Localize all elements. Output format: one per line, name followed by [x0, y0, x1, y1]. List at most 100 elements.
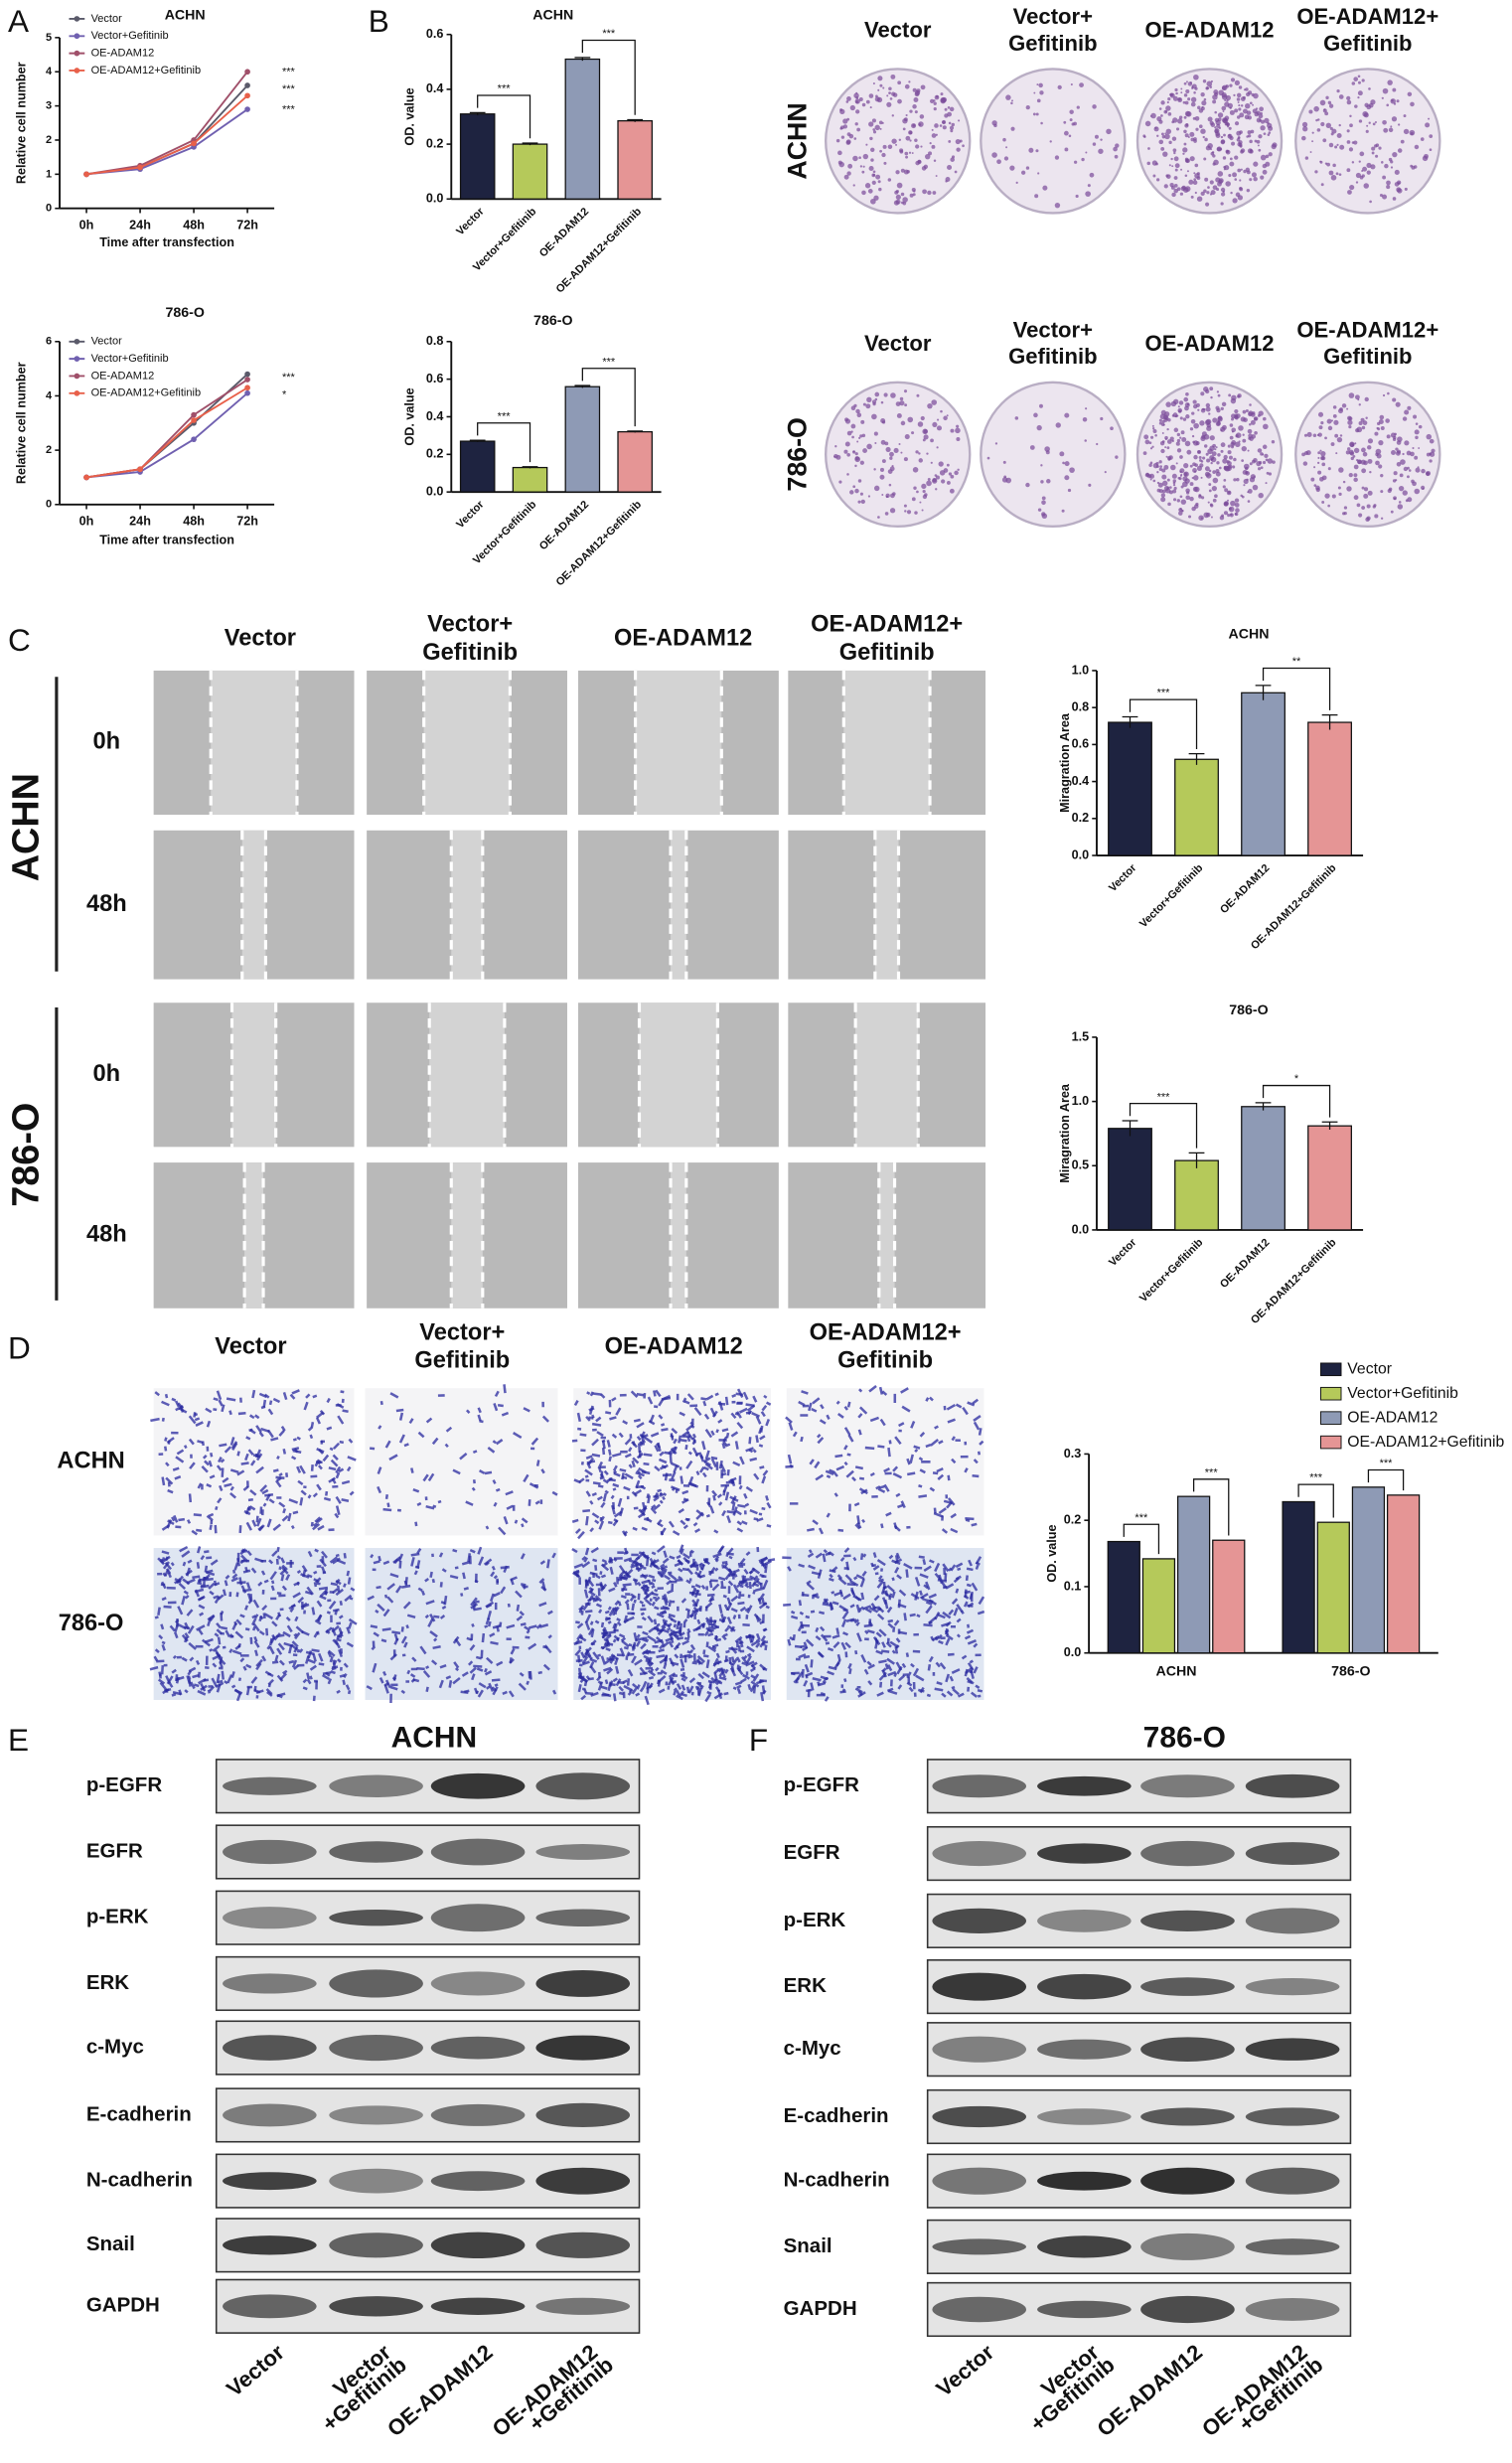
colony	[1168, 164, 1171, 167]
column-header: Gefitinib	[414, 1348, 510, 1374]
cell	[433, 1615, 440, 1618]
cell	[925, 1397, 930, 1402]
colony	[943, 415, 948, 421]
cell	[855, 1574, 865, 1581]
cell	[727, 1580, 734, 1587]
cell	[613, 1582, 618, 1588]
colony	[1166, 174, 1171, 179]
colony	[1393, 435, 1397, 440]
transwell-image	[785, 1384, 984, 1536]
bar	[1108, 721, 1152, 856]
cell	[886, 1606, 893, 1614]
cell	[417, 1587, 423, 1593]
colony	[1208, 489, 1212, 493]
cell	[414, 1521, 418, 1527]
colony	[1224, 101, 1230, 107]
cell	[205, 1577, 214, 1582]
legend-label: OE-ADAM12	[1347, 1409, 1437, 1426]
cell	[716, 1493, 722, 1499]
error-bar	[574, 57, 591, 62]
cell	[617, 1601, 622, 1607]
cell	[672, 1530, 680, 1536]
cell	[178, 1689, 183, 1696]
colony	[935, 175, 938, 178]
y-tick-label: 0.1	[1064, 1579, 1082, 1593]
colony	[1336, 133, 1342, 138]
cell	[439, 1582, 443, 1588]
cell	[602, 1626, 607, 1632]
cell	[534, 1500, 540, 1505]
colony	[896, 182, 903, 189]
colony	[1221, 424, 1227, 430]
cell	[230, 1684, 236, 1689]
colony	[1155, 461, 1159, 466]
colony	[1349, 451, 1355, 456]
colony	[946, 481, 951, 485]
colony	[937, 418, 940, 421]
colony	[945, 177, 951, 182]
colony	[1244, 466, 1249, 471]
colony	[1321, 501, 1325, 504]
colony	[1160, 497, 1166, 503]
colony	[1392, 151, 1398, 158]
cell	[714, 1558, 719, 1563]
wound-image	[578, 830, 779, 980]
cell	[276, 1647, 283, 1655]
colony	[1396, 440, 1402, 445]
cell	[592, 1651, 600, 1660]
cell	[477, 1689, 484, 1698]
cell	[600, 1574, 607, 1579]
cell	[648, 1682, 654, 1689]
colony	[1189, 156, 1195, 162]
colony	[1351, 81, 1356, 85]
cell	[785, 1416, 793, 1424]
cell	[370, 1624, 378, 1629]
cell	[332, 1557, 341, 1565]
colony	[1239, 112, 1245, 118]
cell	[894, 1436, 902, 1446]
colony	[1229, 135, 1234, 141]
cell	[485, 1525, 490, 1530]
colony	[1036, 83, 1039, 86]
colony	[927, 402, 933, 409]
colony	[854, 122, 858, 126]
cell	[879, 1681, 883, 1688]
colony	[921, 483, 927, 490]
cell	[240, 1462, 249, 1465]
cell	[237, 1412, 246, 1416]
colony	[920, 415, 925, 421]
cell	[255, 1517, 262, 1527]
cell	[765, 1495, 770, 1501]
band	[430, 2297, 526, 2315]
cell	[373, 1631, 379, 1637]
colony	[1381, 161, 1384, 164]
cell	[751, 1412, 761, 1418]
cell	[287, 1512, 292, 1522]
cell	[500, 1586, 507, 1595]
colony	[1240, 149, 1244, 154]
cell	[322, 1454, 330, 1462]
colony	[923, 434, 929, 440]
colony	[1150, 112, 1156, 119]
cell	[750, 1680, 760, 1688]
cell	[861, 1570, 867, 1577]
colony	[1046, 479, 1051, 484]
blot	[215, 2153, 641, 2209]
cell	[475, 1690, 479, 1695]
error-bar	[1188, 753, 1205, 765]
cell	[680, 1475, 684, 1484]
colony	[870, 147, 875, 153]
cell	[639, 1686, 645, 1693]
cell	[898, 1674, 906, 1682]
colony	[1425, 122, 1431, 128]
cell	[520, 1583, 527, 1587]
bar	[617, 430, 653, 493]
cell	[732, 1506, 738, 1516]
cell	[641, 1579, 650, 1585]
cell	[310, 1521, 314, 1527]
colony	[1200, 128, 1206, 134]
cell	[877, 1487, 886, 1493]
cell	[305, 1650, 315, 1656]
cell	[185, 1595, 190, 1600]
cell	[711, 1583, 720, 1592]
